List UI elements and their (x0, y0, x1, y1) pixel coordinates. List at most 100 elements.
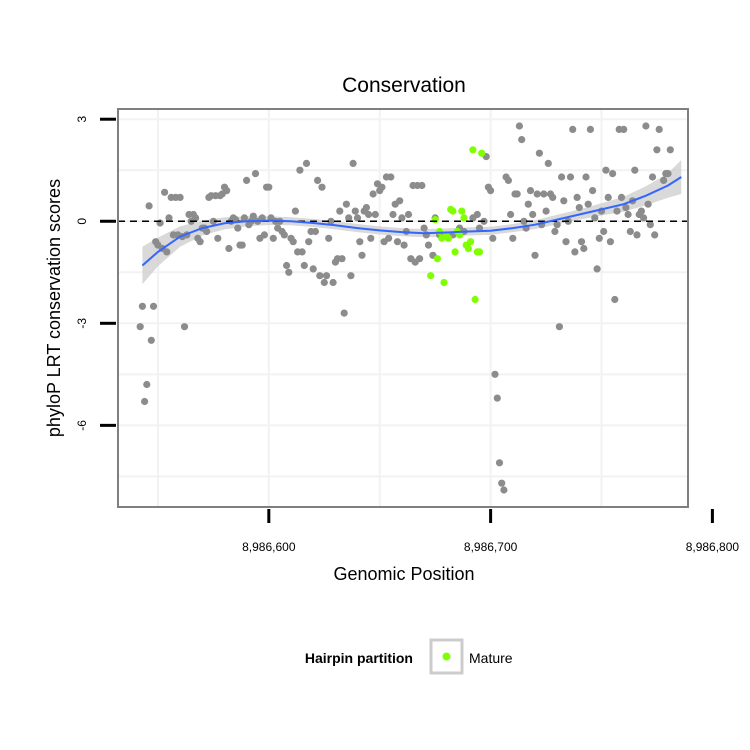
data-point (500, 486, 508, 494)
data-point (416, 255, 424, 263)
data-point (316, 272, 324, 280)
data-point (351, 207, 359, 215)
data-point (362, 204, 370, 212)
data-point (637, 207, 646, 215)
data-point (371, 210, 379, 219)
data-point (560, 197, 568, 205)
data-point-mature (460, 214, 468, 222)
data-point (520, 217, 528, 225)
data-point (136, 323, 144, 331)
x-tick-label: 8,986,600 (242, 540, 296, 554)
data-point (340, 309, 348, 317)
data-point (609, 170, 617, 178)
legend-title: Hairpin partition (305, 650, 413, 666)
data-point-mature (467, 238, 475, 246)
data-point (575, 204, 583, 212)
data-point (595, 234, 603, 242)
data-point (291, 207, 299, 215)
data-point (555, 323, 564, 331)
data-point (418, 181, 426, 190)
data-point-mature (427, 272, 435, 280)
data-point-mature (469, 146, 477, 154)
data-point (280, 231, 288, 239)
data-point (622, 204, 630, 212)
data-point (551, 227, 559, 236)
data-point-mature (444, 234, 453, 242)
data-point (180, 323, 189, 331)
data-point (651, 231, 659, 239)
data-point (489, 234, 497, 242)
y-tick-label: -3 (75, 318, 89, 329)
plot-panel (117, 108, 689, 508)
data-point-mature (471, 295, 479, 304)
data-point-mature (440, 278, 448, 287)
data-point (655, 125, 663, 133)
data-point (473, 210, 481, 219)
data-point (269, 234, 277, 242)
data-point (646, 221, 654, 229)
data-point (145, 202, 153, 210)
data-point (526, 187, 535, 195)
data-point (358, 251, 366, 259)
smoothed-trend-line (141, 176, 682, 267)
y-axis: 3 0 -3 -6 (75, 116, 116, 431)
data-point (138, 302, 146, 310)
data-point (566, 173, 575, 181)
chart-title: Conservation (342, 74, 466, 97)
data-point-mature (451, 248, 459, 256)
data-point (176, 193, 184, 201)
data-point (577, 238, 586, 246)
data-point (234, 224, 242, 232)
data-point (385, 234, 393, 242)
data-point (424, 241, 433, 249)
panel-border (117, 108, 689, 508)
data-point (648, 173, 657, 181)
data-point (540, 190, 548, 198)
data-point (305, 238, 313, 246)
data-point (653, 146, 661, 154)
data-point (617, 193, 626, 201)
data-point (633, 231, 641, 239)
data-point (666, 146, 674, 154)
data-point-mature (436, 227, 444, 236)
data-point-mature (478, 149, 486, 157)
data-point (296, 166, 304, 174)
data-point (143, 380, 151, 389)
data-point (569, 125, 577, 133)
data-point (393, 238, 402, 246)
data-point-mature (464, 244, 472, 253)
data-point (192, 214, 200, 222)
data-point (549, 193, 557, 201)
data-point (660, 176, 668, 184)
data-point (498, 479, 506, 487)
x-axis-title: Genomic Position (333, 564, 474, 584)
data-point (338, 255, 346, 263)
data-point (507, 210, 515, 219)
data-point (620, 125, 628, 133)
data-point-mature (449, 207, 457, 215)
x-tick-label: 8,986,700 (464, 540, 518, 554)
data-point (203, 227, 211, 236)
data-point (487, 187, 495, 195)
data-point (318, 183, 326, 191)
trend-layer (141, 176, 682, 267)
data-point (593, 265, 601, 273)
data-point (265, 183, 273, 191)
data-point (283, 261, 291, 270)
legend-label-mature: Mature (469, 650, 513, 666)
data-point (513, 190, 521, 198)
data-point-mature (456, 231, 464, 239)
data-point (214, 234, 222, 242)
data-point (240, 214, 248, 222)
y-tick-label: -6 (75, 420, 89, 431)
data-point-mature (431, 216, 439, 224)
data-point (571, 248, 579, 256)
data-point (347, 272, 355, 280)
data-point (644, 200, 652, 208)
data-point (533, 190, 541, 198)
data-point (626, 227, 634, 236)
data-point (600, 227, 608, 236)
data-point (353, 214, 362, 222)
data-point (329, 278, 337, 287)
